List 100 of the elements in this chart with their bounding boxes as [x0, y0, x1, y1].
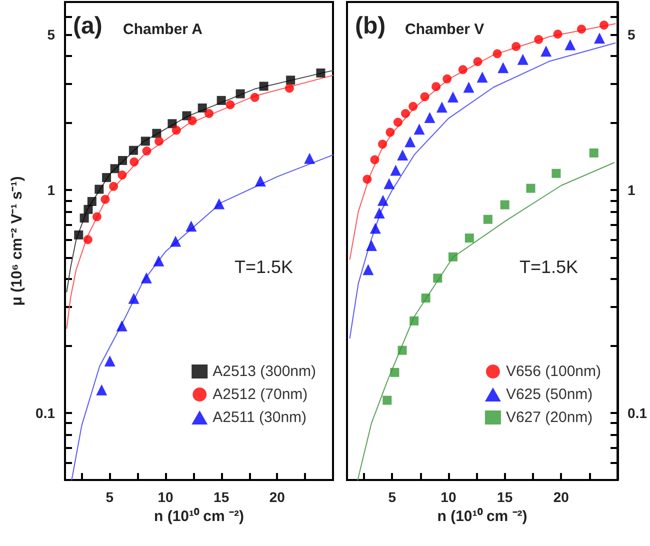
- point: [390, 164, 402, 176]
- point: [447, 92, 458, 103]
- point: [84, 204, 93, 214]
- point: [492, 49, 502, 58]
- point: [552, 168, 561, 178]
- point: [109, 182, 118, 191]
- legend-label: V656 (100nm): [506, 363, 602, 380]
- line-series: [349, 42, 616, 339]
- point: [170, 236, 182, 247]
- point: [384, 178, 395, 190]
- point: [186, 220, 197, 232]
- legend-label: A2512 (70nm): [212, 386, 308, 403]
- point: [80, 214, 89, 223]
- annotation: T=1.5K: [234, 257, 294, 277]
- point: [534, 35, 544, 44]
- point: [433, 274, 442, 283]
- point: [94, 184, 104, 194]
- point: [172, 126, 181, 135]
- x-tick-label: 10: [440, 489, 456, 505]
- point: [140, 272, 152, 284]
- point: [128, 146, 138, 155]
- point: [500, 200, 510, 210]
- point: [250, 92, 260, 102]
- x-tick-label: 5: [106, 489, 114, 505]
- point: [118, 156, 128, 165]
- point: [104, 356, 116, 367]
- y-tick-label: 1: [47, 182, 56, 198]
- point: [576, 24, 586, 34]
- point: [204, 109, 214, 118]
- y-axis-title: μ (10⁶ cm⁻² V⁻¹ s⁻¹): [8, 176, 26, 306]
- chart-title: (a): [73, 12, 102, 40]
- point: [410, 316, 419, 326]
- x-axis-title: n (10¹⁰ cm ⁻²): [437, 506, 528, 525]
- point: [564, 39, 576, 50]
- point: [366, 240, 377, 251]
- point: [458, 65, 468, 74]
- line-series: [357, 162, 615, 480]
- point: [226, 100, 235, 110]
- point: [102, 173, 112, 182]
- point: [152, 128, 162, 138]
- point: [118, 170, 127, 180]
- point: [140, 136, 150, 146]
- point: [393, 118, 402, 127]
- x-tick-label: 10: [158, 489, 174, 505]
- point: [420, 92, 430, 102]
- x-tick-label: 20: [269, 489, 286, 505]
- point: [498, 62, 509, 74]
- point: [374, 208, 385, 219]
- point: [432, 82, 441, 92]
- point: [182, 111, 192, 120]
- legend-label: A2511 (30nm): [212, 409, 307, 426]
- x-tick-label: 15: [214, 489, 230, 505]
- point: [540, 46, 552, 57]
- point: [87, 197, 96, 206]
- point: [464, 234, 474, 243]
- point: [398, 346, 407, 355]
- point: [362, 174, 372, 184]
- point: [110, 164, 120, 174]
- x-axis-title: n (10¹⁰ cm ⁻²): [154, 506, 244, 525]
- point: [600, 20, 609, 30]
- line-series: [66, 74, 334, 329]
- point: [382, 396, 392, 405]
- point: [154, 136, 164, 146]
- point: [116, 320, 128, 332]
- point: [92, 212, 102, 222]
- line-series: [71, 154, 334, 480]
- point: [284, 84, 294, 93]
- y2-tick-label: 0.1: [628, 404, 648, 421]
- point: [236, 89, 245, 98]
- point: [421, 294, 430, 303]
- point: [397, 149, 408, 160]
- y2-tick-label: 5: [628, 26, 636, 43]
- point: [130, 157, 139, 166]
- text: Chamber A: [123, 21, 203, 38]
- point: [589, 148, 598, 158]
- point: [254, 176, 266, 187]
- point: [414, 124, 425, 135]
- point: [526, 184, 536, 193]
- point: [594, 32, 605, 44]
- chart-title: (b): [355, 12, 386, 40]
- point: [370, 155, 380, 164]
- point: [473, 57, 482, 66]
- x-tick-label: 20: [553, 489, 570, 505]
- point: [83, 235, 92, 244]
- point: [216, 96, 226, 105]
- point: [553, 30, 562, 39]
- point: [463, 82, 474, 93]
- point: [128, 292, 140, 304]
- point: [96, 384, 108, 396]
- text: Chamber V: [405, 21, 484, 38]
- point: [370, 222, 381, 234]
- point: [377, 194, 388, 206]
- point: [153, 255, 164, 266]
- point: [483, 214, 492, 224]
- legend-label: V627 (20nm): [506, 409, 593, 426]
- point: [404, 136, 416, 148]
- point: [316, 68, 326, 78]
- point: [188, 116, 197, 126]
- point: [74, 230, 84, 240]
- point: [386, 128, 395, 137]
